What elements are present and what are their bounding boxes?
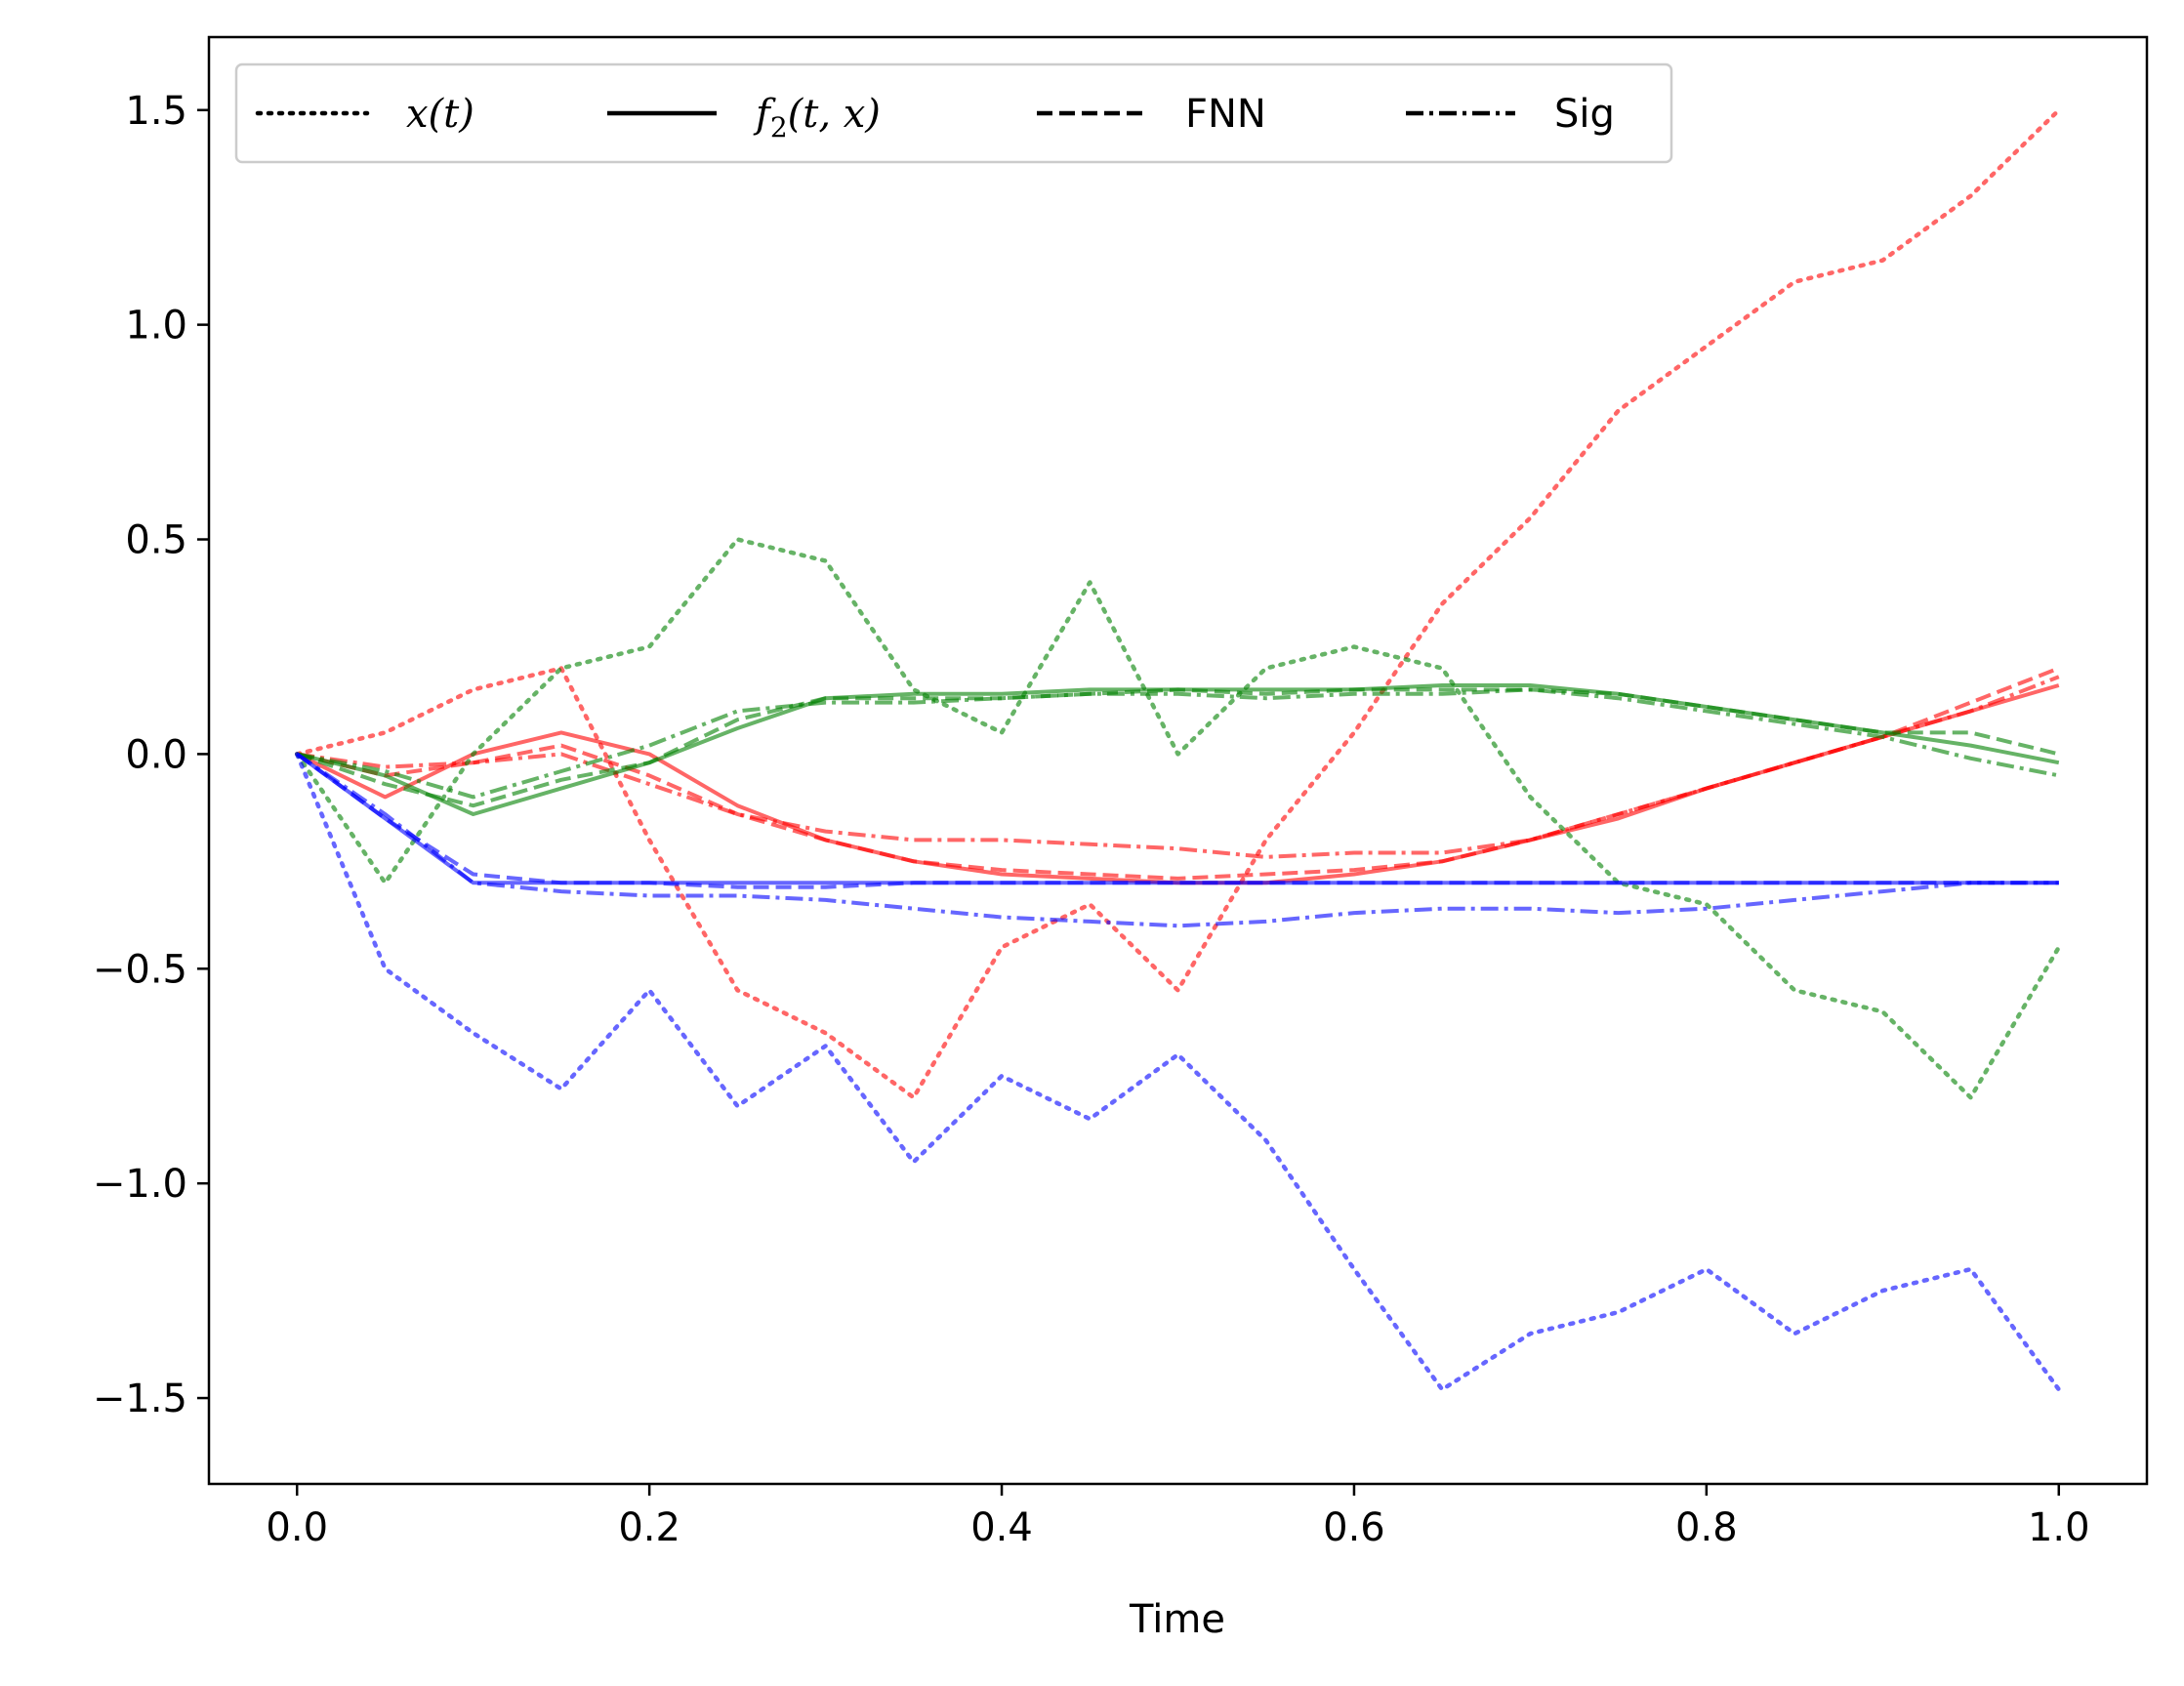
plot-area bbox=[209, 37, 2147, 1484]
x-tick-label-3: 0.6 bbox=[1323, 1505, 1385, 1550]
legend-label-main-2: FNN bbox=[1185, 92, 1266, 137]
series-line-7 bbox=[296, 687, 2060, 800]
series-line-6 bbox=[296, 687, 2060, 808]
x-axis: 0.0 0.2 0.4 0.6 0.8 1.0 bbox=[266, 1484, 2090, 1550]
legend-label-tail-1: (t, x) bbox=[788, 92, 881, 137]
legend-frame bbox=[234, 62, 1673, 164]
legend-label-0: x(t) bbox=[406, 92, 474, 137]
legend-label-3: Sig bbox=[1554, 92, 1615, 137]
legend-label-main-0: x(t) bbox=[406, 92, 474, 137]
y-tick-label-1: 1.0 bbox=[125, 304, 187, 349]
y-tick-label-6: −1.5 bbox=[93, 1377, 187, 1421]
x-tick-label-4: 0.8 bbox=[1675, 1505, 1738, 1550]
x-tick-label-2: 0.4 bbox=[970, 1505, 1033, 1550]
x-tick-label-1: 0.2 bbox=[618, 1505, 680, 1550]
x-tick-label-5: 1.0 bbox=[2028, 1505, 2090, 1550]
legend-label-main-3: Sig bbox=[1554, 92, 1615, 137]
series-line-0 bbox=[294, 107, 2062, 1100]
x-tick-label-0: 0.0 bbox=[266, 1505, 328, 1550]
series-line-2 bbox=[296, 666, 2060, 881]
legend: x(t) f2(t, x) FNN Sig bbox=[234, 62, 1673, 164]
axes-frame bbox=[207, 35, 2149, 1486]
y-tick-label-3: 0.0 bbox=[125, 732, 187, 777]
series-layer bbox=[294, 107, 2062, 1392]
y-tick-label-4: −0.5 bbox=[93, 947, 187, 992]
legend-label-2: FNN bbox=[1185, 92, 1266, 137]
y-tick-label-0: 1.5 bbox=[125, 89, 187, 134]
series-line-11 bbox=[296, 752, 2059, 928]
legend-label-sub-1: 2 bbox=[770, 111, 788, 144]
legend-label-1: f2(t, x) bbox=[753, 92, 881, 144]
y-tick-label-2: 0.5 bbox=[125, 518, 187, 563]
y-axis: 1.5 1.0 0.5 0.0 −0.5 −1.0 −1.5 bbox=[93, 89, 209, 1421]
series-line-4 bbox=[294, 537, 2062, 1100]
x-axis-label: Time bbox=[1129, 1597, 1225, 1642]
y-tick-label-5: −1.0 bbox=[93, 1162, 187, 1207]
series-line-10 bbox=[296, 752, 2059, 889]
